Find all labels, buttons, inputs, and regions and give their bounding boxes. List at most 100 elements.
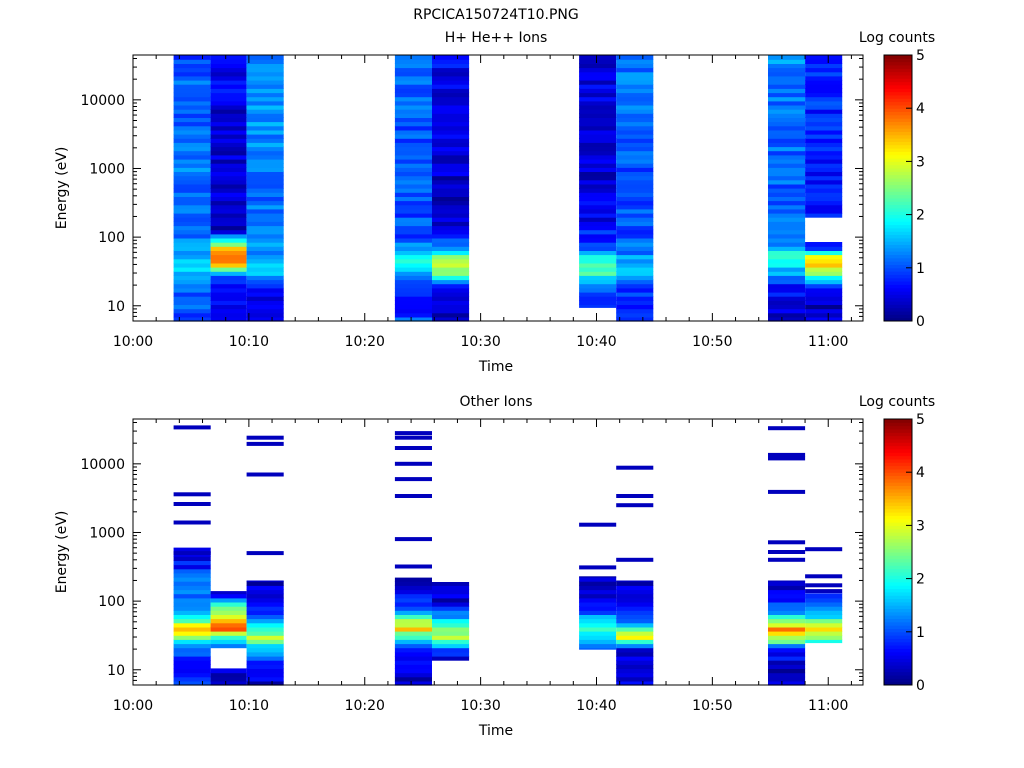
colorbar-swatch — [884, 448, 912, 453]
heatmap-cell — [173, 71, 211, 77]
heatmap-cell — [432, 601, 470, 607]
heatmap-cell — [246, 626, 284, 632]
heatmap-cell — [173, 316, 211, 322]
heatmap-cell — [768, 664, 806, 669]
heatmap-cell — [579, 100, 617, 106]
heatmap-cell — [246, 242, 284, 247]
heatmap-cell — [579, 113, 617, 118]
heatmap-line — [616, 503, 654, 508]
colorbar-swatch — [884, 284, 912, 289]
heatmap-cell — [768, 655, 806, 661]
heatmap-cell — [210, 171, 247, 177]
heatmap-cell — [805, 631, 843, 636]
colorbar-swatch — [884, 588, 912, 593]
heatmap-cell — [579, 291, 617, 297]
heatmap-cell — [432, 113, 470, 118]
plot-frame — [132, 54, 864, 322]
colorbar-swatch — [884, 465, 912, 470]
colorbar-swatch — [884, 88, 912, 93]
colorbar-swatch — [884, 525, 912, 530]
heatmap-cell — [394, 171, 432, 177]
heatmap-cell — [432, 262, 470, 268]
heatmap-cell — [616, 601, 654, 607]
y-tick-label: 100 — [98, 230, 125, 246]
heatmap-cell — [394, 229, 432, 235]
heatmap-cell — [432, 618, 470, 624]
heatmap-cell — [173, 237, 211, 243]
colorbar-swatch — [884, 151, 912, 156]
colorbar-swatch — [884, 261, 912, 265]
heatmap-cell — [173, 606, 211, 611]
colorbar-swatch — [884, 294, 912, 299]
heatmap-cell — [805, 175, 843, 181]
heatmap-cell — [246, 158, 284, 164]
heatmap-cell — [616, 192, 654, 197]
heatmap-cell — [173, 680, 211, 686]
heatmap-cell — [210, 100, 247, 106]
heatmap-cell — [394, 246, 432, 251]
heatmap-cell — [768, 129, 806, 135]
heatmap-cell — [246, 618, 284, 624]
heatmap-cell — [616, 92, 654, 98]
heatmap-cell — [210, 138, 247, 143]
heatmap-cell — [432, 283, 470, 289]
colorbar-swatch — [884, 141, 912, 146]
heatmap-cell — [210, 142, 247, 148]
colorbar-tick-label: 0 — [916, 678, 925, 694]
x-tick-label: 10:40 — [576, 334, 616, 350]
heatmap-cell — [173, 146, 211, 152]
heatmap-cell — [246, 622, 284, 628]
colorbar-swatch — [884, 301, 912, 305]
heatmap-cell — [768, 67, 806, 73]
y-axis: 10 100 1000 10000 — [80, 422, 863, 686]
colorbar-swatch — [884, 512, 912, 516]
heatmap-cell — [805, 242, 843, 247]
y-tick-label: 10 — [107, 663, 125, 679]
heatmap-cell — [805, 192, 843, 197]
heatmap-cell — [173, 564, 211, 570]
x-axis-label: Time — [478, 723, 513, 739]
heatmap-cell — [173, 250, 211, 256]
heatmap-cell — [805, 300, 843, 305]
heatmap-cell — [394, 125, 432, 131]
heatmap-cell — [246, 134, 284, 139]
heatmap-cell — [768, 606, 806, 611]
heatmap-cell — [805, 200, 843, 206]
heatmap-cell — [210, 200, 247, 206]
heatmap-cell — [173, 597, 211, 603]
heatmap-line — [805, 574, 843, 579]
heatmap-line — [768, 540, 806, 545]
heatmap-cell — [616, 171, 654, 177]
heatmap-cell — [246, 283, 284, 289]
heatmap-cell — [173, 55, 211, 60]
heatmap-cell — [173, 254, 211, 260]
heatmap-cell — [579, 134, 617, 139]
heatmap-cell — [432, 117, 470, 123]
heatmap-cell — [394, 300, 432, 305]
heatmap-cell — [616, 279, 654, 285]
time-block — [394, 431, 432, 686]
heatmap-cell — [246, 221, 284, 227]
heatmap-cell — [210, 183, 247, 189]
colorbar-swatch — [884, 455, 912, 460]
heatmap-cell — [616, 233, 654, 239]
heatmap-cell — [579, 622, 617, 628]
colorbar-swatch — [884, 138, 912, 142]
heatmap-cell — [805, 167, 843, 172]
heatmap-cell — [616, 237, 654, 243]
time-block — [579, 522, 617, 650]
time-block — [394, 55, 432, 322]
heatmap-cell — [768, 610, 806, 615]
heatmap-cell — [768, 622, 806, 628]
heatmap-cell — [616, 179, 654, 185]
heatmap-cell — [246, 75, 284, 81]
heatmap-cell — [805, 121, 843, 127]
heatmap-cell — [432, 188, 470, 193]
y-axis: 10 100 1000 10000 — [80, 58, 863, 322]
heatmap-cell — [432, 626, 470, 632]
heatmap-cell — [616, 262, 654, 268]
heatmap-cell — [805, 610, 843, 615]
heatmap-cell — [210, 676, 247, 682]
colorbar-swatch — [884, 575, 912, 580]
heatmap-cell — [432, 96, 470, 102]
